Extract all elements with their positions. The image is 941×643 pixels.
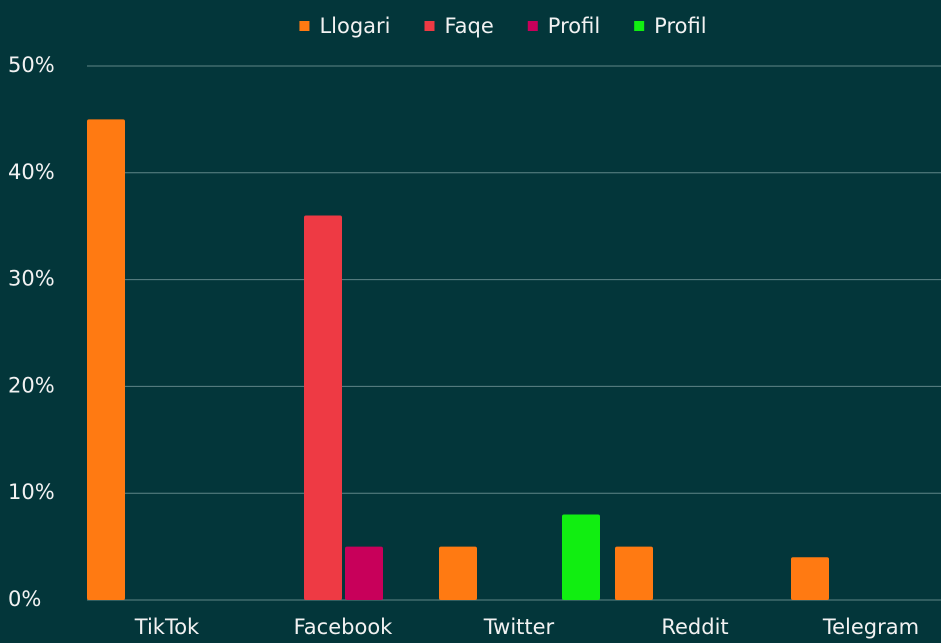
- y-tick-label: 20%: [8, 373, 55, 397]
- y-tick-label: 10%: [8, 480, 55, 504]
- legend-swatch: [634, 21, 645, 31]
- y-tick-label: 0%: [8, 587, 41, 611]
- legend-label: Profil: [548, 14, 600, 38]
- bar: [439, 546, 477, 600]
- bar: [87, 119, 125, 601]
- legend-swatch: [527, 21, 538, 31]
- x-tick-label: Telegram: [822, 615, 919, 639]
- y-tick-label: 50%: [8, 53, 55, 77]
- x-tick-label: TikTok: [134, 615, 200, 639]
- y-tick-label: 30%: [8, 267, 55, 291]
- x-tick-label: Twitter: [483, 615, 555, 639]
- bar: [791, 557, 829, 600]
- x-tick-label: Facebook: [294, 615, 394, 639]
- legend-label: Faqe: [445, 14, 494, 38]
- legend-swatch: [299, 21, 310, 31]
- bar: [615, 546, 653, 600]
- legend-swatch: [424, 21, 435, 31]
- legend-label: Profil: [654, 14, 706, 38]
- bar: [345, 546, 383, 600]
- y-tick-label: 40%: [8, 160, 55, 184]
- legend-label: Llogari: [319, 14, 390, 38]
- bar: [304, 215, 342, 600]
- x-tick-label: Reddit: [661, 615, 728, 639]
- bar: [562, 514, 600, 600]
